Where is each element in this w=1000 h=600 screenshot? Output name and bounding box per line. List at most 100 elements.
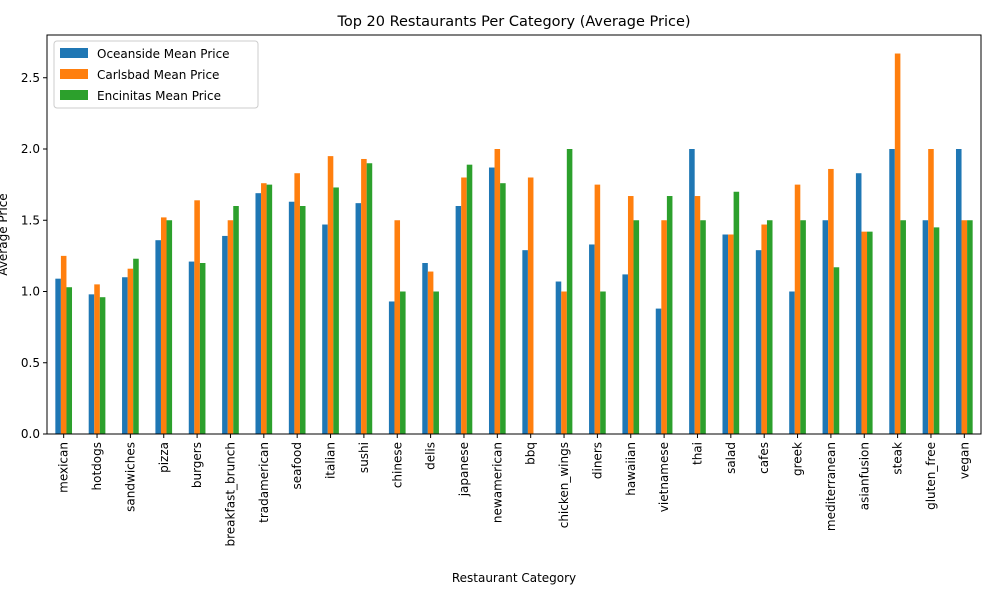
bar-seafood-2 (294, 173, 300, 434)
bar-burgers-3 (199, 263, 206, 434)
bar-gluten_free-2 (928, 149, 934, 434)
bar-hotdogs-1 (88, 294, 95, 434)
bar-vietnamese-2 (661, 220, 667, 434)
bar-breakfast_brunch-3 (233, 206, 239, 434)
x-tick-label-pizza: pizza (157, 442, 171, 473)
bar-newamerican-1 (488, 167, 495, 434)
bar-mediterranean-3 (833, 267, 840, 434)
bar-gluten_free-3 (933, 227, 940, 434)
bar-mexican-3 (66, 287, 73, 434)
legend-swatch-2 (60, 69, 88, 79)
bar-greek-1 (789, 291, 795, 434)
bar-cafes-3 (766, 220, 773, 434)
bar-asianfusion-1 (855, 173, 862, 434)
y-tick-label: 0.5 (21, 356, 40, 370)
legend-box (53, 40, 259, 109)
x-tick-label-sushi: sushi (357, 442, 371, 473)
bar-asianfusion-2 (861, 231, 868, 434)
bar-salad-1 (722, 234, 729, 434)
x-tick-label-chicken_wings: chicken_wings (557, 442, 571, 528)
x-tick-label-italian: italian (324, 442, 338, 479)
x-tick-label-steak: steak (891, 442, 905, 475)
x-tick-label-thai: thai (690, 442, 704, 465)
bar-sandwiches-1 (122, 277, 128, 434)
bar-italian-2 (327, 156, 334, 434)
bar-diners-3 (600, 291, 606, 434)
x-tick-label-burgers: burgers (190, 442, 204, 488)
bar-diners-1 (589, 244, 595, 434)
bar-pizza-1 (155, 240, 161, 434)
legend-label-1: Oceanside Mean Price (97, 47, 230, 61)
bar-chinese-2 (394, 220, 401, 434)
x-tick-label-delis: delis (424, 442, 438, 470)
bar-chicken_wings-1 (555, 281, 562, 434)
bar-delis-1 (422, 263, 428, 434)
bar-vegan-1 (955, 149, 962, 434)
plot-frame (46, 34, 982, 435)
bar-asianfusion-3 (867, 231, 873, 434)
x-tick-label-gluten_free: gluten_free (924, 442, 938, 510)
bar-gluten_free-1 (922, 220, 929, 434)
x-axis: mexican hotdogs sandwiches pizza burgers brea… (57, 434, 971, 546)
bar-steak-3 (900, 220, 906, 434)
bar-bbq-1 (522, 250, 528, 434)
bar-newamerican-3 (500, 183, 506, 434)
x-tick-label-asianfusion: asianfusion (857, 442, 871, 510)
x-tick-label-cafes: cafes (757, 442, 771, 474)
bars-layer (55, 53, 973, 435)
bar-chinese-3 (400, 291, 406, 434)
bar-vietnamese-3 (666, 196, 673, 434)
x-tick-label-hotdogs: hotdogs (90, 442, 104, 490)
bar-thai-2 (694, 196, 701, 434)
bar-bbq-2 (527, 177, 534, 434)
bar-tradamerican-3 (266, 184, 273, 434)
bar-burgers-1 (188, 261, 195, 434)
legend: Oceanside Mean Price Carlsbad Mean Price E… (53, 40, 259, 109)
legend-swatch-3 (60, 90, 88, 100)
bar-japanese-3 (466, 164, 473, 435)
x-tick-label-vegan: vegan (957, 442, 971, 479)
bar-seafood-1 (288, 201, 295, 434)
x-tick-label-chinese: chinese (390, 442, 404, 488)
x-tick-label-vietnamese: vietnamese (657, 442, 671, 512)
bar-tradamerican-1 (255, 193, 262, 434)
x-tick-label-mediterranean: mediterranean (824, 442, 838, 531)
y-axis: 0.0 0.5 1.0 1.5 2.0 2.5 (21, 71, 47, 441)
legend-label-3: Encinitas Mean Price (97, 89, 221, 103)
y-tick-label: 1.5 (21, 213, 40, 227)
legend-swatch-1 (60, 48, 88, 58)
bar-mediterranean-1 (822, 220, 829, 434)
y-tick-label: 2.0 (21, 142, 40, 156)
bar-sandwiches-2 (127, 268, 134, 434)
bar-hotdogs-2 (94, 284, 100, 434)
bar-chicken_wings-2 (561, 291, 567, 434)
chart-title: Top 20 Restaurants Per Category (Average… (336, 14, 690, 30)
bar-chinese-1 (388, 301, 395, 434)
bar-burgers-2 (194, 200, 200, 434)
x-axis-label: Restaurant Category (452, 571, 576, 585)
x-tick-label-newamerican: newamerican (490, 442, 504, 523)
bar-seafood-3 (299, 206, 306, 434)
bar-greek-3 (800, 220, 806, 434)
legend-label-2: Carlsbad Mean Price (97, 68, 219, 82)
bar-sushi-3 (366, 163, 373, 434)
bar-tradamerican-2 (261, 183, 267, 434)
x-tick-label-bbq: bbq (524, 442, 538, 465)
bar-mexican-1 (55, 278, 61, 434)
bar-cafes-2 (761, 224, 767, 434)
x-tick-label-japanese: japanese (457, 442, 471, 497)
bar-thai-3 (700, 220, 706, 434)
x-tick-label-diners: diners (590, 442, 604, 479)
bar-steak-2 (894, 53, 901, 435)
bar-salad-2 (728, 234, 734, 434)
bar-delis-3 (433, 291, 439, 434)
x-tick-label-mexican: mexican (57, 442, 71, 493)
bar-breakfast_brunch-2 (227, 220, 234, 434)
y-tick-label: 2.5 (21, 71, 40, 85)
bar-mexican-2 (60, 255, 67, 434)
x-tick-label-salad: salad (724, 442, 738, 474)
bar-sandwiches-3 (133, 258, 139, 434)
bar-breakfast_brunch-1 (222, 235, 228, 434)
bar-vegan-3 (967, 220, 973, 434)
